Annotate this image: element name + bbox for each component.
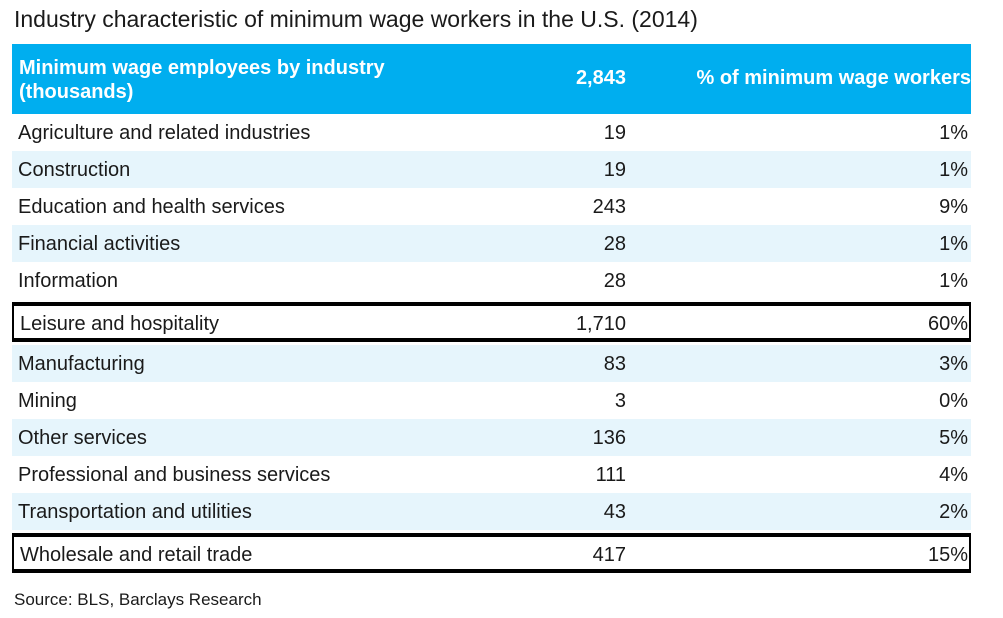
row-industry-label: Education and health services [18, 196, 285, 218]
row-value: 19 [603, 122, 626, 144]
row-percent: 1% [939, 159, 968, 181]
row-percent: 4% [939, 464, 968, 486]
row-value: 417 [592, 544, 626, 566]
source-note: Source: BLS, Barclays Research [14, 590, 262, 609]
header-industry-label: Minimum wage employees by industry (thou… [19, 57, 385, 103]
table-row: Information 28 1% [12, 262, 971, 299]
header-percent-label: % of minimum wage workers [696, 67, 971, 89]
row-value: 19 [603, 159, 626, 181]
table-body: Agriculture and related industries 19 1% Co… [12, 114, 971, 573]
row-percent: 15% [927, 544, 968, 566]
row-value: 1,710 [575, 313, 626, 335]
row-percent: 5% [939, 427, 968, 449]
row-value: 111 [595, 464, 626, 486]
row-value: 28 [603, 233, 626, 255]
table-header: Minimum wage employees by industry (thou… [12, 44, 971, 114]
chart-title: Industry characteristic of minimum wage … [14, 6, 698, 32]
row-percent: 60% [927, 313, 968, 335]
table-row: Wholesale and retail trade 417 15% [12, 533, 971, 573]
row-industry-label: Financial activities [18, 233, 181, 255]
row-value: 83 [603, 353, 626, 375]
row-percent: 1% [939, 122, 968, 144]
table-row: Mining 3 0% [12, 382, 971, 419]
row-industry-label: Mining [18, 390, 77, 412]
table-row: Construction 19 1% [12, 151, 971, 188]
row-percent: 0% [939, 390, 968, 412]
row-percent: 3% [939, 353, 968, 375]
row-industry-label: Agriculture and related industries [18, 122, 311, 144]
row-industry-label: Construction [18, 159, 131, 181]
row-value: 243 [592, 196, 626, 218]
row-value: 28 [603, 270, 626, 292]
row-industry-label: Transportation and utilities [18, 501, 252, 523]
table-row: Leisure and hospitality 1,710 60% [12, 302, 971, 342]
row-value: 3 [614, 390, 626, 412]
header-total-value: 2,843 [575, 67, 626, 89]
table-row: Other services 136 5% [12, 419, 971, 456]
row-industry-label: Information [18, 270, 119, 292]
row-industry-label: Professional and business services [18, 464, 331, 486]
row-percent: 9% [939, 196, 968, 218]
row-percent: 1% [939, 233, 968, 255]
row-percent: 2% [939, 501, 968, 523]
table-row: Manufacturing 83 3% [12, 345, 971, 382]
data-table: Minimum wage employees by industry (thou… [12, 44, 971, 576]
table-row: Agriculture and related industries 19 1% [12, 114, 971, 151]
table-row: Professional and business services 111 4% [12, 456, 971, 493]
row-industry-label: Leisure and hospitality [20, 313, 220, 335]
table-row: Financial activities 28 1% [12, 225, 971, 262]
table-row: Education and health services 243 9% [12, 188, 971, 225]
row-industry-label: Wholesale and retail trade [20, 544, 253, 566]
row-industry-label: Manufacturing [18, 353, 145, 375]
row-industry-label: Other services [18, 427, 147, 449]
row-value: 43 [603, 501, 626, 523]
row-percent: 1% [939, 270, 968, 292]
row-value: 136 [592, 427, 626, 449]
table-row: Transportation and utilities 43 2% [12, 493, 971, 530]
